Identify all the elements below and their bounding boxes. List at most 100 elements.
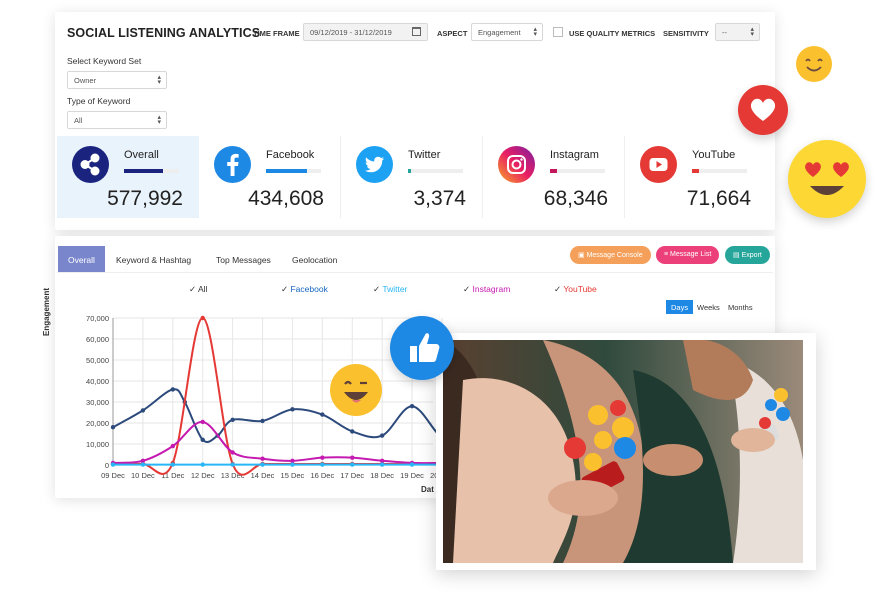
platform-value: 434,608: [248, 187, 324, 210]
youtube-icon: [640, 146, 677, 183]
keyword-set-select[interactable]: Owner ▴ ▾: [67, 71, 167, 89]
timeframe-field[interactable]: 09/12/2019 - 31/12/2019: [303, 23, 428, 41]
platform-progress-fill: [408, 169, 411, 173]
data-point-facebook: [260, 418, 265, 424]
data-point-instagram: [290, 458, 295, 463]
x-tick-label: 16 Dec: [310, 471, 334, 480]
tab-overall[interactable]: Overall: [58, 246, 105, 272]
message-console-button[interactable]: ▣ Message Console: [570, 246, 651, 264]
data-point-youtube: [200, 315, 205, 321]
check-icon: ✓: [281, 284, 291, 294]
legend-all[interactable]: ✓ All: [189, 284, 207, 295]
platform-progress-fill: [266, 169, 308, 173]
platform-value: 71,664: [686, 187, 751, 210]
platform-progress-fill: [550, 169, 557, 173]
legend-youtube[interactable]: ✓ YouTube: [554, 284, 597, 295]
timeframe-value: 09/12/2019 - 31/12/2019: [310, 28, 392, 37]
platform-progress-fill: [124, 169, 163, 173]
range-days[interactable]: Days: [666, 300, 694, 314]
data-point-instagram: [320, 455, 325, 460]
x-tick-label: 10 Dec: [131, 471, 155, 480]
platform-value: 3,374: [413, 187, 466, 210]
platform-card-twitter[interactable]: Twitter 3,374: [341, 136, 483, 218]
data-point-facebook: [200, 437, 205, 442]
y-tick-label: 20,000: [86, 419, 109, 428]
data-point-twitter: [200, 462, 205, 467]
data-point-twitter: [110, 462, 116, 467]
data-point-instagram: [230, 450, 235, 455]
data-point-instagram: [140, 458, 146, 463]
x-tick-label: 09 Dec: [101, 471, 125, 480]
y-tick-label: 70,000: [86, 314, 109, 323]
x-axis-title: Dat: [421, 485, 434, 494]
sensitivity-select[interactable]: -- ▴ ▾: [715, 23, 760, 41]
keyword-type-select[interactable]: All ▴ ▾: [67, 111, 167, 129]
platform-card-youtube[interactable]: YouTube 71,664: [625, 136, 767, 218]
platform-progress: [266, 169, 321, 173]
data-point-twitter: [230, 462, 235, 467]
y-tick-label: 30,000: [86, 398, 109, 407]
series-line-instagram: [112, 420, 445, 465]
facebook-icon: [214, 146, 251, 183]
y-tick-label: 0: [105, 461, 109, 470]
x-tick-label: 19 Dec: [400, 471, 424, 480]
platform-name: Instagram: [550, 149, 599, 161]
platform-value: 577,992: [107, 187, 183, 210]
x-tick-label: 15 Dec: [281, 471, 305, 480]
list-icon: ≡: [664, 251, 671, 258]
data-point-twitter: [170, 462, 176, 467]
sensitivity-label: SENSITIVITY: [663, 29, 709, 38]
message-console-label: Message Console: [586, 252, 643, 259]
range-months[interactable]: Months: [728, 303, 753, 312]
tab-geolocation[interactable]: Geolocation: [292, 255, 338, 265]
data-point-facebook: [170, 387, 176, 392]
calendar-icon[interactable]: [412, 27, 421, 36]
platform-card-overall[interactable]: Overall 577,992: [57, 136, 199, 218]
sensitivity-value: --: [722, 28, 727, 37]
check-icon: ✓: [554, 284, 564, 294]
legend-facebook[interactable]: ✓ Facebook: [281, 284, 328, 295]
select-arrows-icon: ▴ ▾: [533, 26, 537, 38]
data-point-facebook: [140, 408, 146, 413]
aspect-select[interactable]: Engagement ▴ ▾: [471, 23, 543, 41]
share-icon: [72, 146, 109, 183]
tab-keyword-hashtag[interactable]: Keyword & Hashtag: [116, 255, 192, 265]
platform-card-facebook[interactable]: Facebook 434,608: [199, 136, 341, 218]
people-with-phones-photo: [443, 340, 803, 563]
data-point-instagram: [379, 458, 385, 463]
y-tick-label: 50,000: [86, 356, 109, 365]
data-point-instagram: [200, 419, 205, 425]
data-point-instagram: [170, 443, 176, 449]
data-point-facebook: [320, 412, 325, 417]
x-tick-label: 17 Dec: [340, 471, 364, 480]
file-icon: ▤: [733, 252, 742, 259]
legend-label: All: [198, 284, 208, 294]
timeframe-label: TIME FRAME: [253, 29, 300, 38]
tab-divider: [57, 272, 773, 273]
y-tick-label: 10,000: [86, 440, 109, 449]
x-tick-label: 18 Dec: [370, 471, 394, 480]
data-point-twitter: [140, 462, 146, 467]
data-point-twitter: [290, 462, 295, 467]
data-point-facebook: [290, 407, 295, 412]
legend-twitter[interactable]: ✓ Twitter: [373, 284, 407, 295]
range-weeks[interactable]: Weeks: [697, 303, 720, 312]
tab-top-messages[interactable]: Top Messages: [216, 255, 271, 265]
data-point-twitter: [379, 462, 385, 467]
export-label: Export: [741, 252, 762, 259]
page-title: SOCIAL LISTENING ANALYTICS: [67, 26, 261, 40]
smiling-emoji-icon: [796, 46, 832, 82]
select-arrows-icon: ▴ ▾: [750, 26, 754, 38]
data-point-twitter: [409, 462, 415, 467]
check-icon: ✓: [373, 284, 383, 294]
message-list-button[interactable]: ≡ Message List: [656, 246, 720, 264]
data-point-facebook: [350, 429, 355, 434]
data-point-twitter: [260, 462, 265, 467]
platform-card-instagram[interactable]: Instagram 68,346: [483, 136, 625, 218]
data-point-facebook: [409, 404, 415, 409]
check-icon: ✓: [463, 284, 473, 294]
legend-instagram[interactable]: ✓ Instagram: [463, 284, 510, 295]
y-tick-label: 40,000: [86, 377, 109, 386]
quality-metrics-checkbox[interactable]: [553, 27, 563, 37]
export-button[interactable]: ▤ Export: [725, 246, 770, 264]
